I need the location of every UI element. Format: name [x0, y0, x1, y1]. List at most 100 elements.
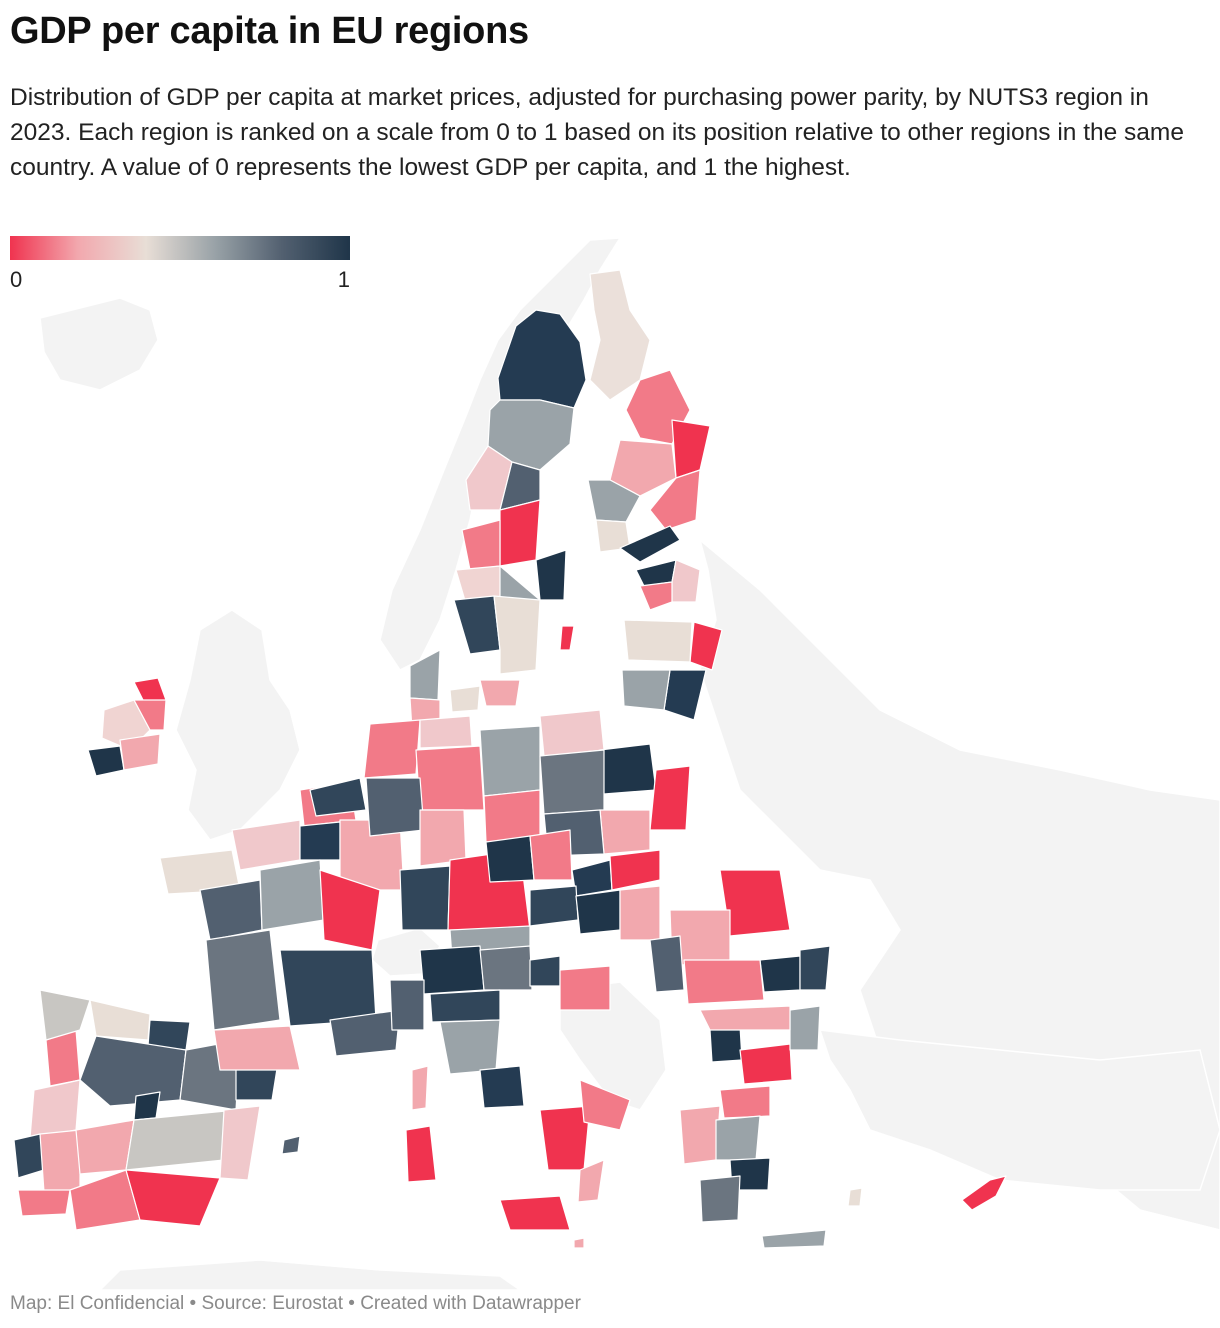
region-kriti[interactable]	[761, 1229, 827, 1249]
region-moravia[interactable]	[529, 829, 573, 881]
region-north-karelia[interactable]	[649, 469, 701, 531]
chart-subtitle: Distribution of GDP per capita at market…	[10, 84, 1184, 181]
region-extremadura[interactable]	[75, 1119, 135, 1175]
region-sofia[interactable]	[709, 1025, 743, 1063]
region-north-bulgaria[interactable]	[699, 1005, 791, 1031]
region-sud-muntenia[interactable]	[683, 959, 765, 1005]
region-toscana[interactable]	[439, 1019, 501, 1075]
region-ile-de-france[interactable]	[299, 821, 341, 861]
region-malta[interactable]	[573, 1237, 585, 1249]
region-madrid[interactable]	[133, 1091, 161, 1121]
region-calabria[interactable]	[577, 1159, 605, 1203]
region-south-ostrobothnia[interactable]	[587, 479, 641, 523]
region-valencia[interactable]	[219, 1105, 261, 1181]
region-algarve[interactable]	[17, 1189, 71, 1217]
region-lombardia[interactable]	[419, 945, 485, 995]
region-wielkopolskie[interactable]	[539, 749, 605, 815]
region-warszawa[interactable]	[599, 743, 657, 795]
region-cyprus[interactable]	[961, 1175, 1007, 1211]
region-wien[interactable]	[529, 885, 579, 927]
region-paca[interactable]	[329, 1009, 401, 1057]
region-nouvelle-aquitaine[interactable]	[205, 929, 281, 1031]
region-occitanie[interactable]	[213, 1025, 301, 1071]
region-lazio[interactable]	[479, 1065, 525, 1109]
region-budapest[interactable]	[575, 889, 621, 935]
region-sicilia[interactable]	[499, 1195, 571, 1231]
region-centro-pt[interactable]	[29, 1079, 81, 1139]
region-corse[interactable]	[411, 1065, 429, 1111]
region-baleares[interactable]	[281, 1135, 301, 1155]
non-eu-background-land	[39, 237, 1220, 1290]
region-asturias-cantabria[interactable]	[89, 999, 151, 1041]
eu-regions	[13, 269, 1007, 1249]
region-constanta[interactable]	[799, 945, 831, 991]
region-lisboa[interactable]	[13, 1133, 45, 1179]
region-zealand[interactable]	[449, 685, 481, 713]
region-epirus[interactable]	[679, 1105, 721, 1165]
region-centre-val-loire[interactable]	[259, 859, 325, 931]
region-ljubljana[interactable]	[529, 955, 561, 987]
region-vilnius[interactable]	[663, 669, 707, 721]
region-andalucia-east[interactable]	[125, 1169, 221, 1227]
region-pays-loire[interactable]	[199, 879, 263, 941]
region-dalarna[interactable]	[499, 499, 541, 567]
region-praha[interactable]	[485, 835, 535, 883]
region-emilia-romagna[interactable]	[429, 989, 501, 1023]
region-campania[interactable]	[539, 1105, 591, 1171]
color-legend: 0 1	[10, 236, 350, 292]
region-central-finland[interactable]	[609, 439, 677, 497]
region-riga[interactable]	[623, 619, 693, 663]
region-latgale[interactable]	[689, 621, 723, 671]
region-dublin[interactable]	[133, 699, 167, 731]
region-varna[interactable]	[789, 1005, 821, 1051]
region-smaland[interactable]	[493, 595, 541, 675]
region-gotland[interactable]	[559, 625, 575, 651]
region-bucuresti[interactable]	[759, 955, 801, 993]
region-belgium[interactable]	[309, 777, 367, 817]
region-niedersachsen[interactable]	[415, 745, 485, 811]
region-skane[interactable]	[479, 679, 521, 707]
region-bratislava[interactable]	[571, 859, 613, 897]
region-uppsala-stockholm[interactable]	[535, 549, 567, 601]
region-netherlands[interactable]	[363, 719, 421, 779]
region-baden-wurttemberg[interactable]	[399, 865, 451, 931]
region-thessaloniki[interactable]	[719, 1085, 771, 1119]
region-thessaly[interactable]	[715, 1115, 761, 1161]
region-east-slovakia[interactable]	[609, 849, 661, 891]
region-sachsen[interactable]	[483, 789, 541, 843]
region-east-estonia[interactable]	[671, 559, 701, 603]
region-malopolskie[interactable]	[599, 809, 651, 855]
region-kaunas[interactable]	[621, 669, 671, 711]
region-east-hungary[interactable]	[619, 885, 661, 941]
region-west-estonia[interactable]	[639, 581, 673, 611]
region-hessen[interactable]	[419, 809, 467, 867]
choropleth-map[interactable]	[0, 230, 1220, 1290]
region-veneto[interactable]	[479, 945, 533, 991]
region-berlin-brandenburg[interactable]	[479, 725, 541, 797]
region-pomorskie[interactable]	[539, 709, 605, 757]
region-vest-ro[interactable]	[649, 935, 685, 993]
region-cork[interactable]	[87, 745, 125, 777]
region-alentejo[interactable]	[39, 1129, 81, 1193]
region-auvergne-rhone-alpes[interactable]	[279, 949, 377, 1027]
region-piemonte[interactable]	[389, 979, 425, 1031]
region-helsinki-uusimaa[interactable]	[619, 525, 681, 563]
region-rhodes[interactable]	[847, 1187, 863, 1207]
region-plovdiv[interactable]	[739, 1043, 793, 1085]
source-footer: Map: El Confidencial • Source: Eurostat …	[10, 1293, 581, 1314]
region-puglia[interactable]	[579, 1079, 631, 1131]
region-sardegna[interactable]	[405, 1125, 437, 1183]
region-south-east-ireland[interactable]	[119, 733, 161, 771]
region-lubelskie[interactable]	[649, 765, 691, 831]
legend-max-label: 1	[337, 267, 350, 292]
region-nordrhein-westfalen[interactable]	[365, 777, 425, 837]
region-galicia[interactable]	[39, 989, 91, 1041]
region-goteborg[interactable]	[453, 595, 501, 655]
region-peloponnisos[interactable]	[699, 1175, 741, 1223]
legend-min-label: 0	[10, 267, 23, 292]
region-lapland[interactable]	[589, 269, 651, 401]
region-kainuu[interactable]	[671, 419, 711, 479]
region-zagreb[interactable]	[559, 965, 611, 1011]
region-castilla-la-mancha[interactable]	[125, 1109, 237, 1171]
region-schleswig-holstein[interactable]	[419, 715, 473, 749]
